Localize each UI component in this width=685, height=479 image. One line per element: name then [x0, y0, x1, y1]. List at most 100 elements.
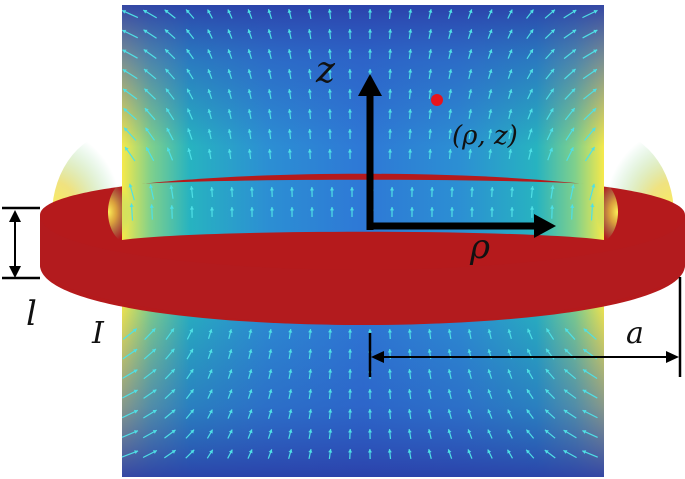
- field-arrow-head: [570, 204, 575, 208]
- field-arrow-head: [308, 429, 313, 433]
- field-arrow-head: [488, 149, 493, 153]
- field-arrow-head: [207, 49, 212, 54]
- field-arrow-head: [447, 369, 452, 373]
- field-arrow-head: [328, 369, 333, 373]
- field-arrow-head: [507, 329, 512, 334]
- field-arrow-head: [209, 187, 214, 191]
- field-arrow-head: [545, 409, 550, 414]
- field-arrow-head: [307, 9, 312, 13]
- field-arrow-head: [145, 127, 150, 132]
- field-arrow-head: [132, 328, 137, 333]
- field-arrow-head: [348, 429, 353, 433]
- field-arrow-head: [448, 109, 453, 113]
- field-arrow-head: [564, 348, 569, 353]
- field-arrow-head: [327, 149, 333, 153]
- field-arrow-head: [190, 409, 194, 414]
- field-arrow-head: [247, 129, 252, 133]
- field-arrow-head: [428, 29, 433, 33]
- field-arrow-head: [227, 69, 232, 74]
- field-arrow-head: [488, 49, 493, 54]
- field-arrow-head: [593, 29, 598, 34]
- field-arrow-head: [387, 429, 392, 433]
- field-arrow-head: [228, 409, 233, 414]
- field-arrow-head: [165, 49, 169, 54]
- field-arrow-head: [388, 29, 393, 33]
- field-arrow-head: [288, 389, 293, 393]
- field-arrow-head: [590, 203, 595, 208]
- field-arrow-head: [571, 88, 576, 93]
- field-arrow-head: [488, 129, 493, 133]
- field-arrow-head: [508, 129, 513, 133]
- field-arrow-head: [308, 329, 313, 333]
- field-arrow-head: [550, 29, 555, 34]
- field-arrow-head: [327, 129, 332, 133]
- field-arrow-head: [347, 369, 353, 373]
- field-arrow-head: [550, 49, 555, 54]
- field-arrow-head: [308, 369, 313, 373]
- field-arrow-head: [247, 49, 252, 54]
- field-arrow-head: [407, 369, 412, 373]
- field-arrow-head: [228, 429, 233, 434]
- field-arrow-head: [408, 49, 413, 53]
- field-arrow-head: [487, 329, 492, 333]
- field-arrow-head: [593, 49, 598, 54]
- field-arrow-head: [349, 187, 355, 191]
- field-arrow-head: [144, 69, 148, 73]
- field-arrow-head: [408, 129, 413, 133]
- field-arrow-head: [570, 108, 575, 113]
- field-arrow-head: [530, 186, 535, 190]
- field-arrow-head: [289, 187, 295, 191]
- field-arrow-head: [169, 205, 174, 209]
- field-arrow-head: [549, 128, 554, 133]
- field-arrow-head: [328, 329, 333, 333]
- field-arrow-head: [171, 429, 176, 434]
- field-arrow-head: [123, 108, 128, 113]
- field-arrow-head: [408, 9, 413, 13]
- field-arrow-head: [447, 389, 452, 393]
- field-arrow-head: [507, 369, 512, 374]
- field-arrow-head: [227, 89, 232, 94]
- field-arrow-head: [227, 109, 232, 113]
- field-arrow-head: [428, 49, 433, 53]
- field-arrow-head: [526, 449, 531, 454]
- field-arrow-head: [367, 389, 373, 393]
- field-arrow-head: [288, 409, 293, 413]
- field-arrow-head: [407, 329, 412, 333]
- field-arrow-head: [488, 109, 493, 113]
- field-arrow-head: [447, 409, 452, 414]
- field-arrow-head: [427, 429, 432, 433]
- field-arrow-head: [367, 449, 373, 453]
- field-arrow-head: [549, 108, 554, 113]
- field-arrow-head: [227, 9, 232, 14]
- field-arrow-head: [428, 149, 433, 153]
- field-arrow-head: [448, 149, 453, 153]
- field-arrow-head: [544, 450, 549, 454]
- field-arrow-head: [448, 9, 453, 14]
- field-arrow-head: [526, 429, 531, 434]
- field-arrow-head: [248, 349, 253, 353]
- field-arrow-head: [133, 409, 138, 414]
- field-arrow-head: [407, 449, 412, 453]
- field-arrow-head: [269, 187, 274, 191]
- thickness-indicator: [2, 206, 40, 280]
- field-arrow-head: [563, 450, 568, 454]
- field-arrow-head: [468, 69, 473, 73]
- field-arrow-head: [467, 409, 472, 414]
- field-arrow-head: [550, 205, 555, 209]
- field-arrow-head: [164, 29, 169, 34]
- field-arrow-head: [448, 129, 453, 133]
- field-arrow-head: [508, 89, 513, 94]
- field-arrow-head: [388, 9, 393, 13]
- field-arrow-head: [248, 449, 253, 454]
- field-arrow-head: [287, 69, 292, 73]
- field-arrow-head: [209, 207, 215, 211]
- field-arrow-head: [207, 148, 212, 153]
- field-arrow-head: [347, 29, 352, 33]
- field-arrow-head: [387, 389, 392, 393]
- field-arrow-head: [227, 29, 232, 34]
- field-arrow-head: [450, 187, 455, 191]
- field-arrow-head: [448, 69, 453, 73]
- field-arrow-head: [328, 449, 333, 453]
- field-arrow-head: [388, 49, 393, 53]
- field-arrow-head: [207, 109, 212, 113]
